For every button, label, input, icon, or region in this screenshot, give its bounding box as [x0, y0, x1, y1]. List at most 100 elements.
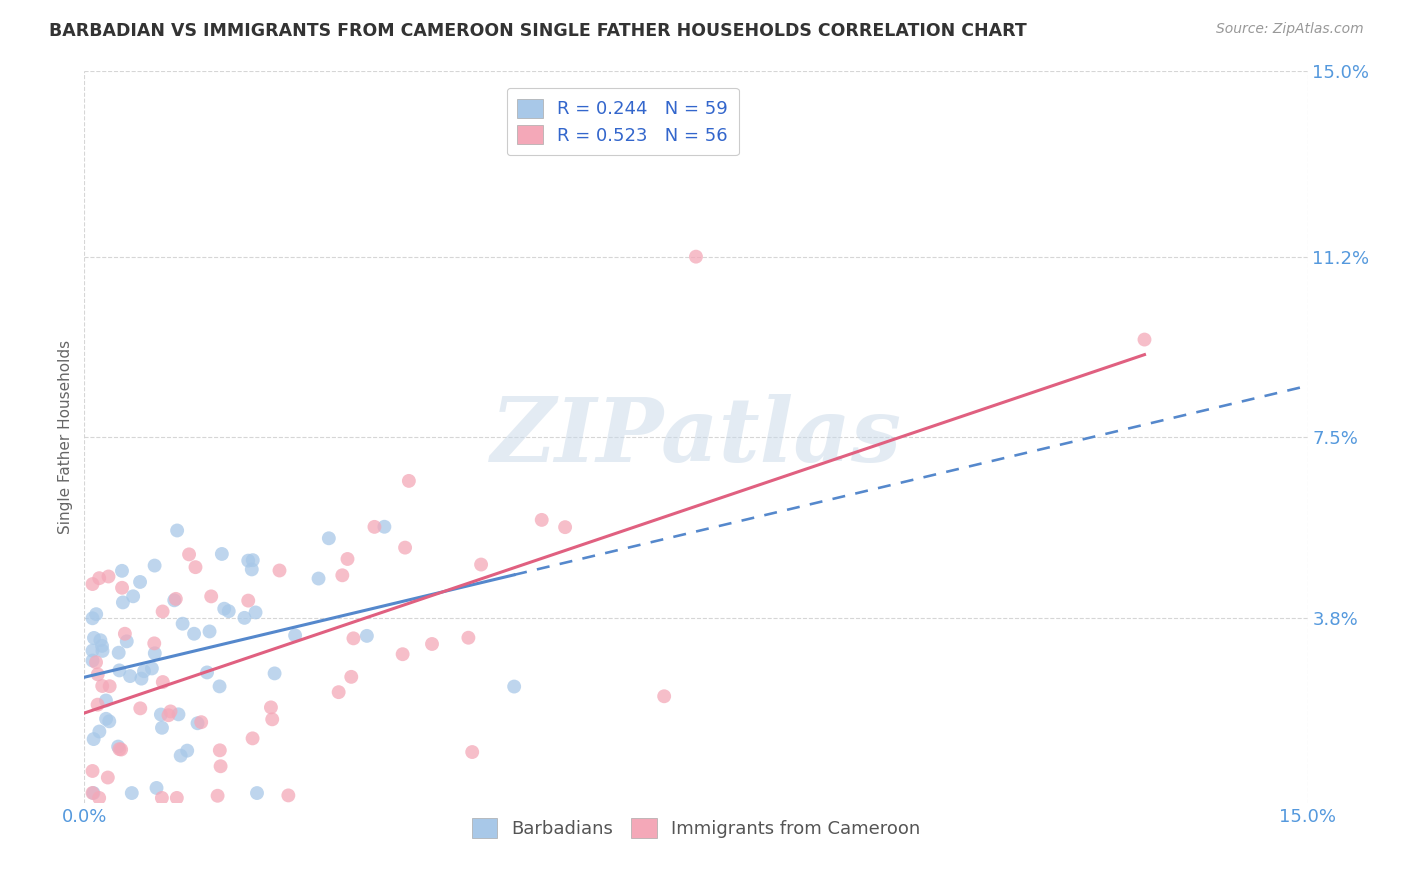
- Point: [131, 672, 153, 686]
- Point: [121, 786, 143, 800]
- Point: [108, 742, 131, 756]
- Point: [122, 590, 145, 604]
- Point: [84, 656, 107, 670]
- Point: [82, 577, 104, 591]
- Point: [91, 679, 114, 693]
- Point: [129, 701, 152, 715]
- Point: [143, 646, 166, 660]
- Point: [83, 732, 105, 747]
- Point: [340, 670, 363, 684]
- Point: [195, 665, 218, 680]
- Point: [308, 572, 330, 586]
- Point: [503, 680, 526, 694]
- Point: [166, 791, 188, 805]
- Point: [82, 786, 104, 800]
- Point: [82, 654, 104, 668]
- Point: [318, 531, 340, 545]
- Point: [240, 562, 263, 576]
- Point: [167, 707, 190, 722]
- Point: [152, 675, 174, 690]
- Point: [212, 601, 235, 615]
- Point: [398, 474, 420, 488]
- Point: [84, 607, 107, 622]
- Point: [150, 721, 173, 735]
- Point: [110, 742, 132, 756]
- Point: [89, 633, 111, 648]
- Point: [218, 604, 240, 618]
- Point: [238, 554, 260, 568]
- Point: [120, 669, 142, 683]
- Point: [457, 631, 479, 645]
- Legend: Barbadians, Immigrants from Cameroon: Barbadians, Immigrants from Cameroon: [464, 811, 928, 845]
- Point: [82, 643, 104, 657]
- Point: [129, 574, 152, 589]
- Point: [470, 558, 492, 572]
- Point: [238, 593, 260, 607]
- Point: [1133, 333, 1156, 347]
- Text: BARBADIAN VS IMMIGRANTS FROM CAMEROON SINGLE FATHER HOUSEHOLDS CORRELATION CHART: BARBADIAN VS IMMIGRANTS FROM CAMEROON SI…: [49, 22, 1026, 40]
- Point: [149, 707, 172, 722]
- Point: [554, 520, 576, 534]
- Point: [98, 714, 121, 729]
- Point: [284, 628, 307, 642]
- Point: [198, 624, 221, 639]
- Point: [183, 626, 205, 640]
- Point: [342, 632, 364, 646]
- Point: [163, 593, 186, 607]
- Point: [94, 712, 117, 726]
- Point: [336, 552, 359, 566]
- Point: [245, 606, 267, 620]
- Text: Source: ZipAtlas.com: Source: ZipAtlas.com: [1216, 22, 1364, 37]
- Point: [685, 250, 707, 264]
- Point: [141, 661, 163, 675]
- Point: [91, 644, 114, 658]
- Point: [208, 679, 231, 693]
- Point: [211, 547, 233, 561]
- Point: [172, 616, 194, 631]
- Point: [207, 789, 229, 803]
- Point: [82, 786, 104, 800]
- Point: [242, 553, 264, 567]
- Point: [262, 712, 284, 726]
- Point: [111, 564, 134, 578]
- Point: [107, 739, 129, 754]
- Point: [461, 745, 484, 759]
- Point: [186, 716, 208, 731]
- Point: [98, 679, 121, 693]
- Point: [177, 548, 200, 562]
- Point: [132, 664, 155, 678]
- Point: [89, 571, 111, 585]
- Point: [152, 605, 174, 619]
- Point: [94, 693, 117, 707]
- Point: [246, 786, 269, 800]
- Point: [114, 626, 136, 640]
- Point: [170, 748, 193, 763]
- Point: [87, 667, 110, 681]
- Y-axis label: Single Father Households: Single Father Households: [58, 340, 73, 534]
- Point: [86, 698, 108, 712]
- Point: [190, 715, 212, 730]
- Point: [111, 595, 134, 609]
- Point: [184, 560, 207, 574]
- Point: [363, 520, 385, 534]
- Point: [145, 780, 167, 795]
- Point: [82, 611, 104, 625]
- Point: [394, 541, 416, 555]
- Point: [157, 708, 180, 723]
- Point: [97, 771, 120, 785]
- Text: ZIPatlas: ZIPatlas: [491, 394, 901, 480]
- Point: [165, 591, 187, 606]
- Point: [166, 524, 188, 538]
- Point: [111, 581, 134, 595]
- Point: [269, 564, 291, 578]
- Point: [208, 743, 231, 757]
- Point: [176, 744, 198, 758]
- Point: [391, 647, 413, 661]
- Point: [652, 690, 675, 704]
- Point: [328, 685, 350, 699]
- Point: [159, 705, 181, 719]
- Point: [91, 639, 114, 653]
- Point: [530, 513, 553, 527]
- Point: [260, 700, 283, 714]
- Point: [277, 789, 299, 803]
